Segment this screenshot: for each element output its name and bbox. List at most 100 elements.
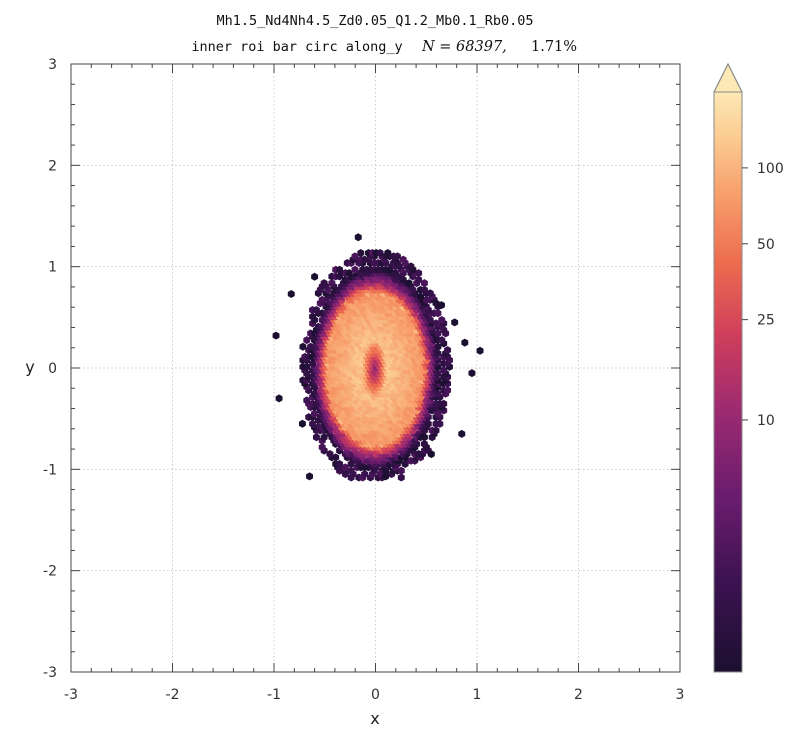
hexbin bbox=[434, 342, 442, 351]
hexbin bbox=[432, 426, 440, 435]
hexbin bbox=[417, 292, 425, 301]
hexbin bbox=[384, 248, 392, 257]
hexbin bbox=[332, 453, 340, 462]
hexbin bbox=[311, 409, 318, 418]
hexbin-outlier bbox=[298, 419, 306, 428]
hexbin bbox=[434, 329, 442, 338]
y-tick-labels: -3 -2 -1 0 1 2 3 bbox=[43, 57, 57, 681]
hexbin-outlier bbox=[287, 290, 295, 299]
hexbin bbox=[351, 265, 359, 274]
hexbin bbox=[303, 362, 311, 371]
hexbin-outlier bbox=[468, 369, 476, 378]
colorbar-extend-arrow bbox=[713, 62, 743, 93]
hexbin-outlier bbox=[438, 301, 445, 310]
hexbin bbox=[345, 269, 353, 278]
colorbar-tick-label: 25 bbox=[757, 313, 775, 329]
hexbin bbox=[336, 460, 344, 469]
hexbin bbox=[351, 252, 359, 261]
subtitle-percent: 1.71% bbox=[531, 39, 577, 55]
colorbar: 10 25 50 100 bbox=[713, 62, 784, 673]
colorbar-tick-label: 10 bbox=[757, 413, 775, 429]
hexbin bbox=[299, 342, 307, 351]
colorbar-gradient bbox=[714, 92, 742, 672]
hexbin bbox=[444, 386, 452, 395]
hexbin-outlier bbox=[461, 338, 469, 347]
hexbin bbox=[405, 279, 413, 288]
y-tick-label: 2 bbox=[48, 158, 57, 174]
hexbin-outlier bbox=[275, 394, 283, 403]
hexbin-outlier bbox=[311, 272, 319, 281]
y-tick-label: 1 bbox=[48, 260, 57, 276]
hexbin bbox=[440, 366, 448, 375]
hexbin bbox=[326, 449, 334, 458]
chart-subtitle: inner roi bar circ along_y N = 68397, 1.… bbox=[191, 39, 577, 55]
hexbin-outlier bbox=[451, 318, 459, 327]
hexbin bbox=[341, 463, 349, 472]
x-tick-label: -2 bbox=[166, 687, 180, 703]
subtitle-count: N = 68397, bbox=[421, 39, 507, 55]
hexbin-layer bbox=[272, 233, 484, 482]
hexbin bbox=[376, 248, 384, 257]
y-tick-label: 0 bbox=[48, 361, 57, 377]
hexbin bbox=[438, 336, 446, 345]
hexbin bbox=[312, 305, 320, 314]
hexbin bbox=[438, 315, 446, 324]
x-tick-label: -3 bbox=[64, 687, 78, 703]
hexbin bbox=[320, 433, 328, 442]
subtitle-text: inner roi bar circ along_y bbox=[191, 39, 402, 55]
chart-title: Mh1.5_Nd4Nh4.5_Zd0.05_Q1.2_Mb0.1_Rb0.05 bbox=[217, 13, 534, 29]
hexbin bbox=[420, 279, 428, 288]
y-tick-label: -2 bbox=[43, 564, 57, 580]
hexbin bbox=[440, 399, 448, 408]
plot-area bbox=[70, 63, 681, 673]
colorbar-tick-label: 100 bbox=[757, 161, 784, 177]
y-tick-label: -3 bbox=[43, 665, 57, 681]
x-axis-label: x bbox=[370, 709, 379, 728]
x-tick-label: 1 bbox=[473, 687, 482, 703]
hexbin bbox=[312, 433, 320, 442]
y-tick-label: -1 bbox=[43, 462, 57, 478]
x-tick-label: -1 bbox=[267, 687, 281, 703]
hexbin bbox=[357, 248, 365, 257]
hexbin bbox=[303, 336, 311, 345]
x-tick-label: 2 bbox=[574, 687, 583, 703]
hexbin bbox=[415, 269, 423, 278]
hexbin bbox=[347, 466, 355, 475]
y-tick-label: 3 bbox=[48, 57, 57, 73]
hexbin bbox=[336, 265, 344, 274]
hexbin bbox=[434, 309, 442, 318]
hexbin bbox=[309, 312, 317, 321]
x-tick-label: 0 bbox=[371, 687, 380, 703]
hexbin bbox=[320, 279, 328, 288]
colorbar-ticks: 10 25 50 100 bbox=[742, 161, 784, 429]
hexbin bbox=[444, 346, 452, 355]
plot-frame bbox=[70, 63, 681, 673]
hexbin bbox=[393, 252, 401, 261]
hexbin bbox=[303, 396, 311, 405]
colorbar-tick-label: 50 bbox=[757, 237, 775, 253]
hexbin bbox=[309, 419, 317, 428]
hexbin bbox=[328, 279, 336, 288]
x-tick-label: 3 bbox=[676, 687, 685, 703]
hexbin bbox=[318, 443, 326, 452]
hexbin bbox=[397, 466, 405, 475]
hexbin-outlier bbox=[476, 346, 484, 355]
colorbar-frame bbox=[713, 62, 743, 673]
hexbin bbox=[361, 470, 369, 479]
hexbin-outlier bbox=[382, 472, 390, 481]
hexbin-outlier bbox=[354, 233, 362, 242]
hexbin bbox=[407, 262, 415, 271]
hexbin-outlier bbox=[427, 450, 435, 459]
hexbin bbox=[392, 269, 399, 278]
hexbin bbox=[399, 255, 407, 264]
hexbin-outlier bbox=[306, 472, 313, 481]
hexbin bbox=[426, 289, 434, 298]
hexbin bbox=[397, 473, 405, 482]
hexbin bbox=[436, 419, 444, 428]
hexbin bbox=[415, 275, 423, 284]
x-tick-labels: -3 -2 -1 0 1 2 3 bbox=[64, 687, 684, 703]
hexbin bbox=[420, 285, 428, 294]
hexbin bbox=[420, 439, 428, 448]
hexbin-outlier bbox=[458, 429, 466, 438]
